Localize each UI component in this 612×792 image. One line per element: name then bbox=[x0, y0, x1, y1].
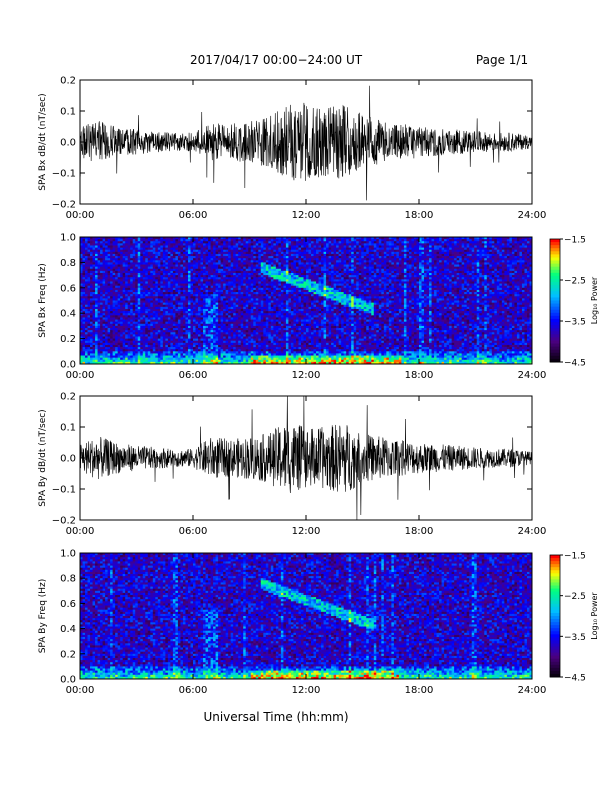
figure-title: 2017/04/17 00:00−24:00 UT bbox=[190, 53, 363, 67]
x-tick-label: 18:00 bbox=[405, 210, 434, 221]
x-tick-label: 00:00 bbox=[66, 210, 95, 221]
x-axis-label: Universal Time (hh:mm) bbox=[203, 710, 348, 724]
x-tick-label: 06:00 bbox=[179, 210, 208, 221]
y-tick-label: −0.2 bbox=[52, 200, 76, 211]
panel-2: 1.00.80.60.40.20.0−1.5−2.5−3.5−4.5Log₁₀ … bbox=[38, 233, 599, 382]
panel-1: 0.2 0.1 0.0 −0.1 −0.200:00 06:00 12:00 18:00 24:… bbox=[38, 76, 546, 222]
y-tick-label: 0.1 bbox=[60, 107, 76, 118]
y-tick-label: 0.0 bbox=[60, 138, 76, 149]
signal-trace bbox=[80, 86, 532, 201]
page-indicator: Page 1/1 bbox=[476, 53, 528, 67]
y-tick-label: 0.2 bbox=[60, 76, 76, 87]
y-tick-label: −0.1 bbox=[52, 169, 76, 180]
x-tick-label: 24:00 bbox=[518, 210, 547, 221]
y-axis-label: SPA Bx dB/dt (nT/sec) bbox=[38, 93, 48, 190]
panels-group: 0.2 0.1 0.0 −0.1 −0.200:00 06:00 12:00 18:00 24:… bbox=[38, 76, 599, 697]
x-tick-label: 12:00 bbox=[292, 210, 321, 221]
